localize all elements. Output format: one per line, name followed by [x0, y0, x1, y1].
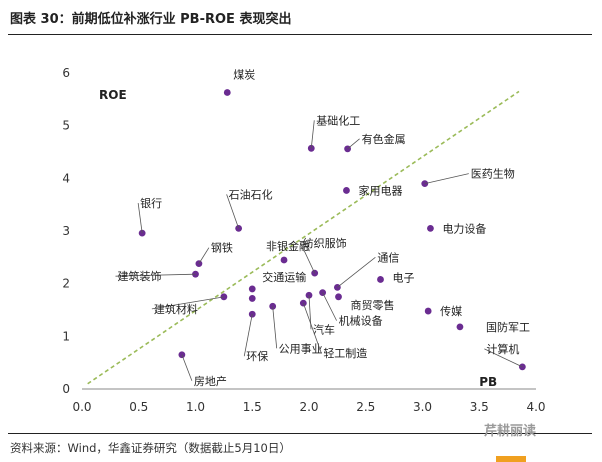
leader-line [198, 247, 210, 264]
title-divider [8, 34, 592, 35]
data-point [377, 276, 384, 283]
data-point [138, 229, 146, 237]
watermark-bar [496, 456, 526, 462]
point-label: 银行 [140, 196, 162, 210]
data-point [335, 293, 342, 301]
point-label: 公用事业 [279, 342, 323, 355]
leader-line [243, 314, 253, 357]
point-label: 基础化工 [316, 113, 360, 127]
data-point [427, 224, 434, 232]
point-label: 有色金属 [362, 132, 406, 146]
x-tick-label: 1.0 [186, 400, 205, 414]
data-point [456, 323, 464, 331]
point-label: 电子 [393, 271, 415, 284]
leader-line [302, 303, 322, 354]
leader-line [181, 354, 193, 381]
y-tick-label: 6 [62, 66, 70, 80]
leader-line [300, 242, 316, 274]
point-label: 建筑装饰 [118, 269, 162, 283]
data-point [223, 89, 231, 96]
x-tick-label: 3.0 [413, 400, 432, 414]
point-label: 非银金融 [266, 239, 310, 253]
point-label: 环保 [246, 349, 268, 363]
data-point [307, 144, 315, 152]
point-label: 石油石化 [229, 187, 273, 201]
x-tick-label: 1.5 [243, 400, 262, 414]
point-label: 家用电器 [358, 183, 402, 197]
footer-divider [8, 433, 592, 434]
point-label: 煤炭 [233, 68, 255, 81]
point-label: 建筑材料 [154, 302, 198, 316]
y-tick-label: 5 [62, 119, 70, 133]
leader-line [322, 292, 337, 321]
x-axis-label: PB [479, 375, 497, 389]
point-label: 商贸零售 [351, 298, 395, 312]
point-label: 纺织服饰 [303, 236, 347, 250]
point-label: 计算机 [486, 342, 519, 356]
leader-line [272, 306, 278, 349]
data-point [280, 256, 288, 264]
y-tick-label: 3 [62, 224, 70, 238]
leader-line [337, 257, 376, 288]
point-label: 通信 [377, 251, 399, 264]
leader-line [226, 194, 240, 229]
leader-line [137, 203, 143, 234]
data-point [343, 187, 350, 194]
leader-line [151, 296, 224, 310]
watermark-text: 芹耕丽读 [484, 424, 537, 439]
y-tick-label: 4 [62, 171, 70, 185]
point-label: 电力设备 [442, 221, 486, 235]
data-point [248, 295, 256, 302]
point-label: 机械设备 [339, 314, 383, 328]
point-label: 交通运输 [262, 270, 306, 284]
x-tick-label: 4.0 [526, 400, 545, 414]
point-label: 轻工制造 [323, 346, 367, 360]
leader-line [310, 120, 315, 149]
data-point [248, 285, 256, 293]
leader-line [484, 348, 523, 368]
x-tick-label: 0.5 [129, 400, 148, 414]
chart-title: 图表 30：前期低位补涨行业 PB-ROE 表现突出 [10, 12, 292, 27]
x-tick-label: 0.0 [72, 400, 91, 414]
point-label: 房地产 [194, 374, 227, 388]
point-label: 传媒 [440, 305, 462, 318]
point-label: 汽车 [313, 322, 335, 336]
y-tick-label: 0 [62, 382, 70, 396]
data-point [424, 307, 432, 315]
y-tick-label: 2 [62, 277, 70, 291]
x-tick-label: 2.5 [356, 400, 375, 414]
leader-line [115, 273, 196, 277]
x-tick-label: 2.0 [299, 400, 318, 414]
point-label: 医药生物 [471, 167, 515, 181]
source-note: 资料来源：Wind，华鑫证券研究（数据截止5月10日） [10, 441, 291, 455]
x-tick-label: 3.5 [470, 400, 489, 414]
leader-line [347, 138, 360, 150]
point-label: 国防军工 [486, 320, 530, 334]
leader-line [424, 173, 469, 184]
trend-line [87, 90, 520, 385]
y-axis-label: ROE [99, 88, 127, 102]
y-tick-label: 1 [62, 329, 70, 343]
point-label: 钢铁 [211, 242, 233, 255]
